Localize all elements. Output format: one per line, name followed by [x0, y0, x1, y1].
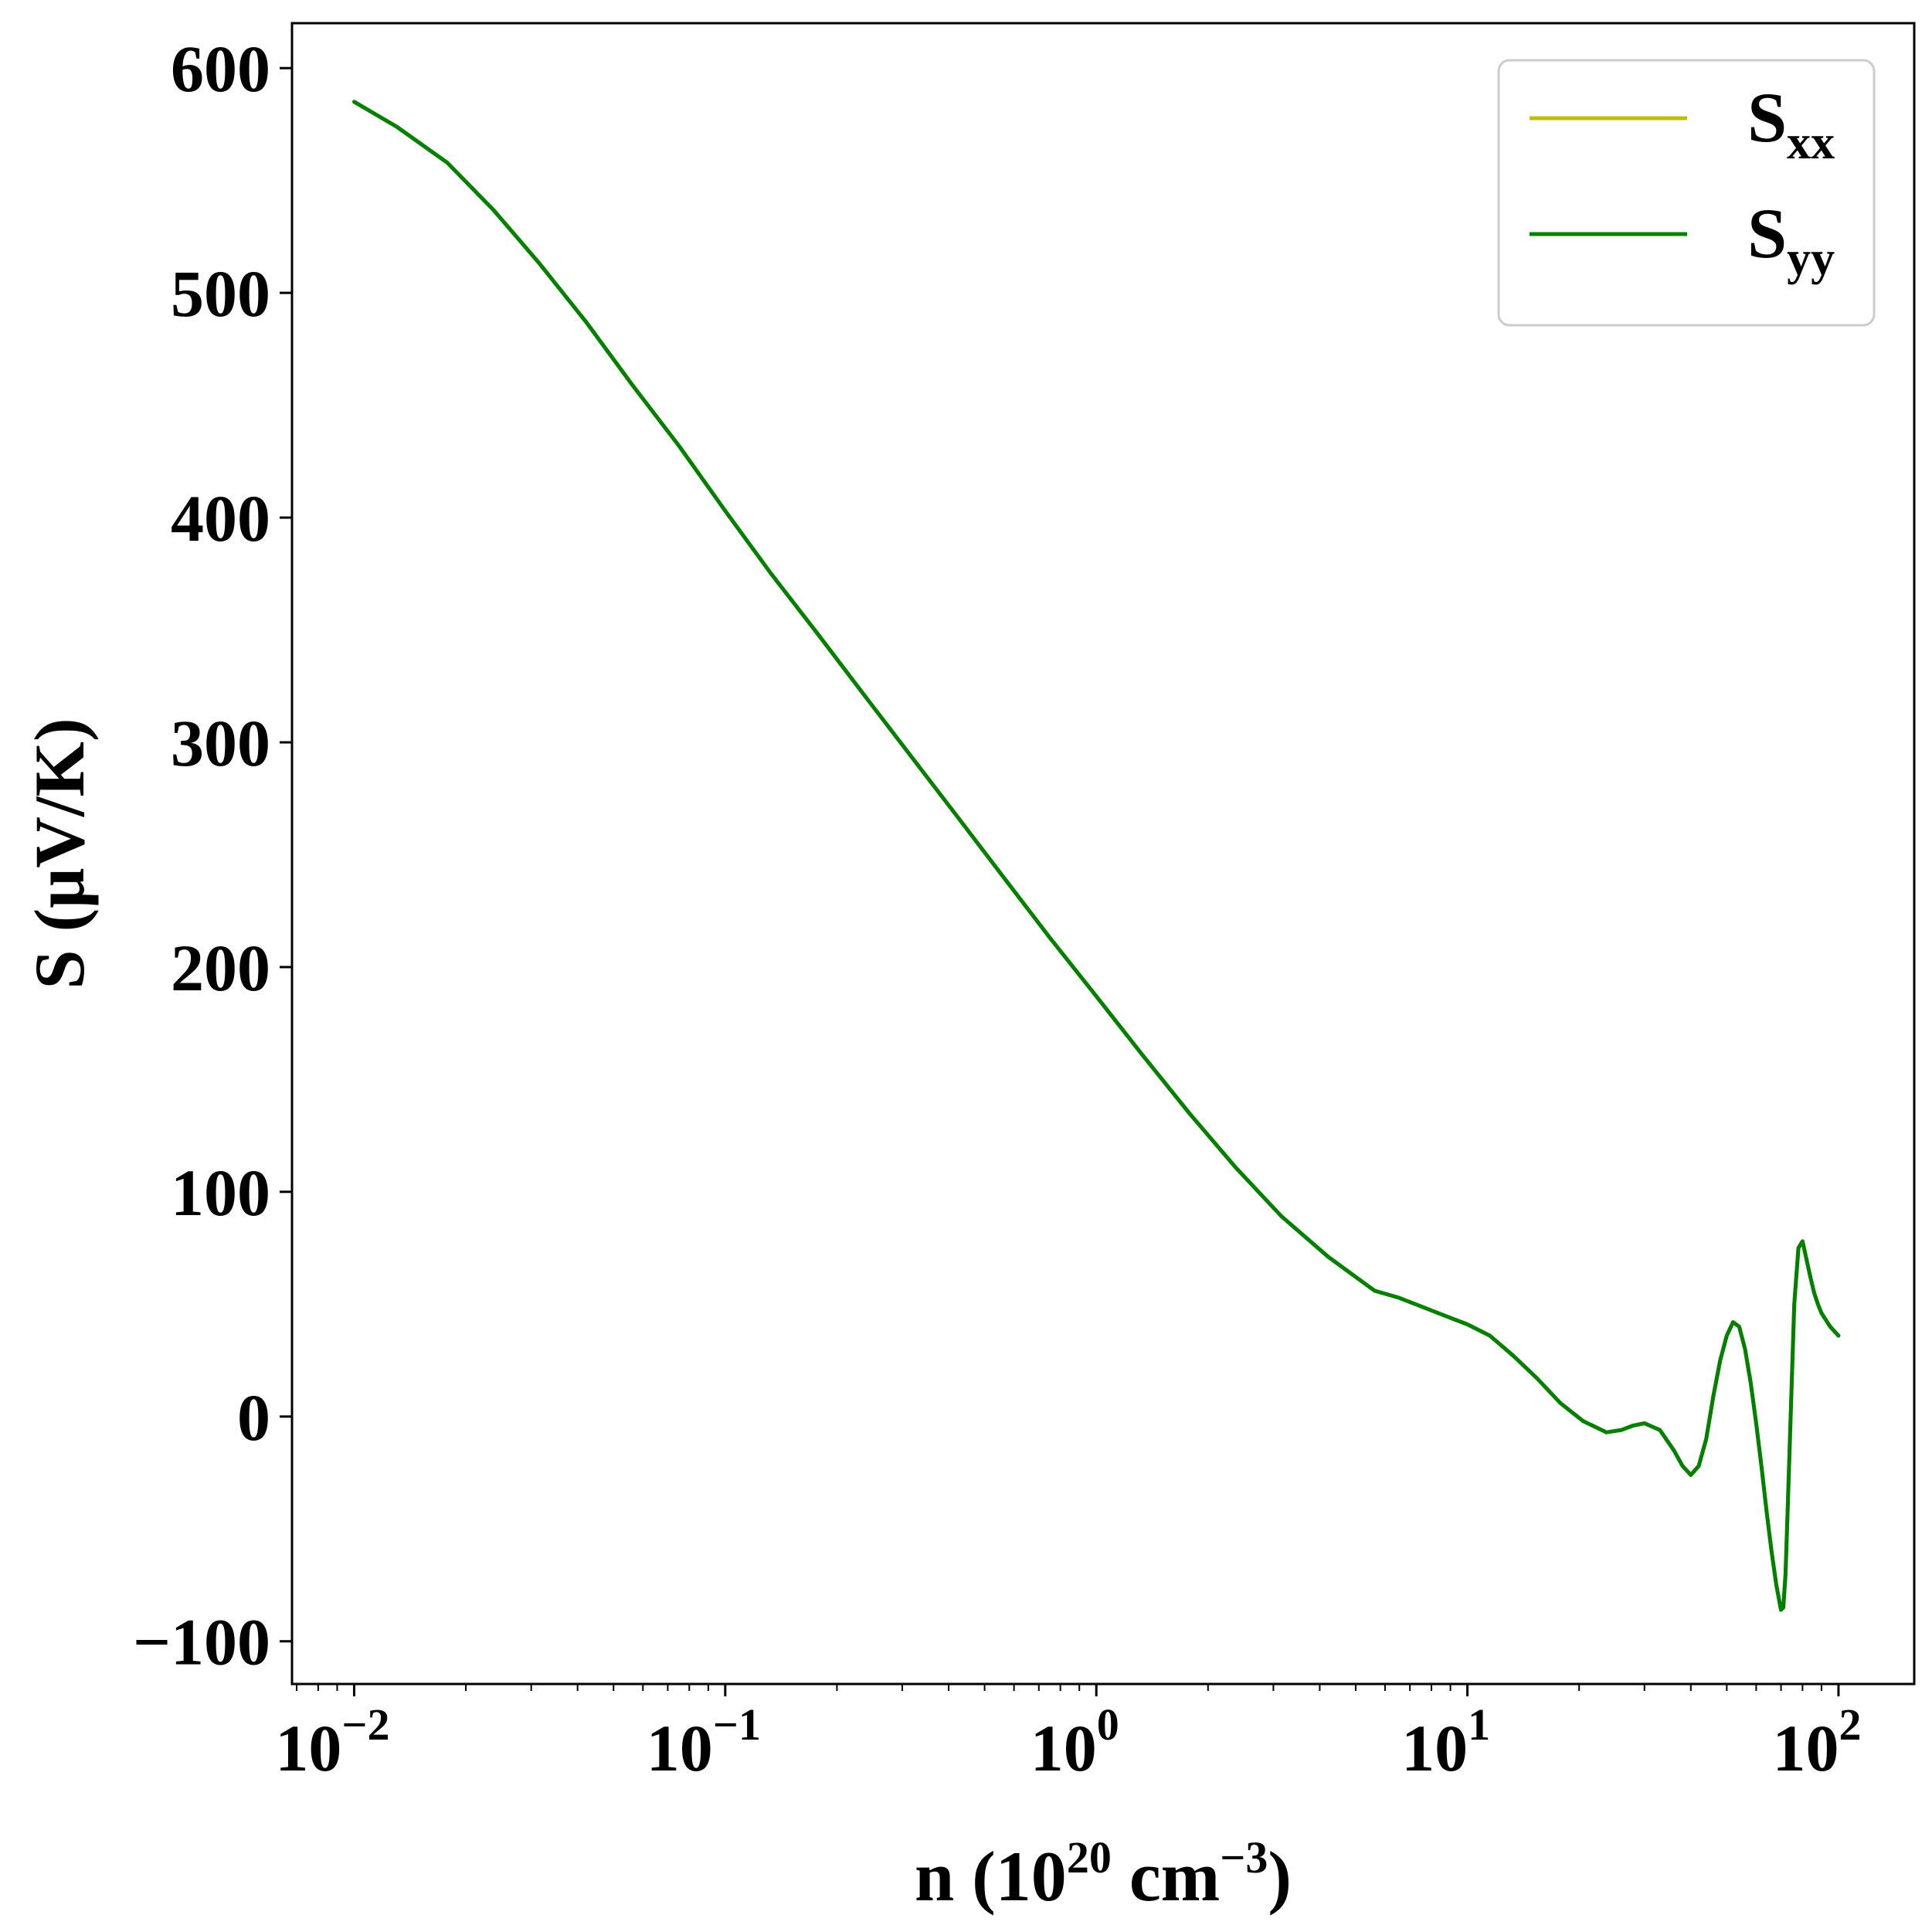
x-tick-label-base: 10	[1772, 1711, 1839, 1785]
y-tick-label: −100	[133, 1605, 270, 1679]
x-tick-label: 10−1	[647, 1699, 761, 1785]
x-tick-label-exponent: −1	[713, 1699, 761, 1750]
legend-label-sxx: Sxx	[1747, 78, 1835, 169]
y-tick-label: 400	[171, 481, 270, 555]
y-tick-label: 500	[171, 256, 270, 331]
x-axis-label-prefix: n (10	[915, 1837, 1067, 1916]
series-line-syy	[352, 100, 1841, 1612]
x-tick-label: 10−2	[275, 1699, 389, 1785]
x-tick-label: 101	[1401, 1699, 1490, 1785]
x-tick-label-base: 10	[1401, 1711, 1468, 1785]
x-axis-label: n (1020 cm−3)	[915, 1832, 1292, 1916]
x-tick-label: 100	[1031, 1699, 1119, 1785]
x-axis: 10−2 10−1 100 101 102	[275, 1684, 1861, 1785]
plot-frame	[290, 22, 1916, 1686]
legend-label-main: S	[1747, 194, 1787, 273]
x-axis-label-suffix: )	[1268, 1837, 1292, 1916]
series-layer	[352, 100, 1841, 1612]
x-tick-label-base: 10	[647, 1711, 713, 1785]
y-tick-label: 200	[171, 931, 270, 1005]
y-axis: −100 0 100 200 300 400 500 600	[133, 32, 292, 1679]
x-tick-label-exponent: 2	[1839, 1699, 1861, 1750]
x-tick-label: 102	[1772, 1699, 1861, 1785]
x-axis-label-unit-exponent: −3	[1220, 1832, 1268, 1883]
y-tick-label: 600	[171, 32, 270, 106]
x-axis-label-middle: cm	[1112, 1837, 1220, 1916]
y-axis-label: S (μV/K)	[20, 718, 99, 989]
x-tick-label-exponent: 0	[1097, 1699, 1119, 1750]
y-tick-label: 100	[171, 1156, 270, 1230]
legend-label-subscript: yy	[1787, 233, 1835, 285]
legend-label-syy: Syy	[1747, 194, 1835, 285]
y-tick-label: 0	[237, 1380, 270, 1455]
y-tick-label: 300	[171, 706, 270, 780]
x-tick-label-base: 10	[275, 1711, 341, 1785]
x-tick-label-exponent: 1	[1468, 1699, 1490, 1750]
x-tick-label-base: 10	[1031, 1711, 1097, 1785]
x-tick-label-exponent: −2	[341, 1699, 389, 1750]
legend-frame	[1497, 59, 1876, 327]
legend-label-main: S	[1747, 78, 1787, 157]
x-axis-label-exponent: 20	[1067, 1832, 1112, 1883]
legend-label-subscript: xx	[1787, 117, 1835, 169]
